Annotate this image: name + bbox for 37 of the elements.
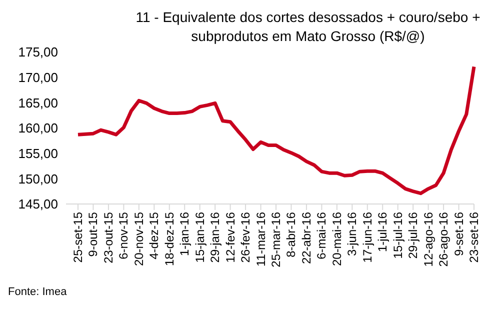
x-tick-label: 6-mai-16 [314, 212, 329, 260]
x-tick-label: 15-jan-16 [192, 212, 207, 263]
chart-title: 11 - Equivalente dos cortes desossados + couro/sebo + subprodutos em Mato Grosso (R$/@) [134, 8, 482, 46]
x-tick-label: 1-jan-16 [178, 212, 192, 256]
y-tick-label: 175,00 [18, 44, 58, 60]
y-tick-label: 165,00 [18, 95, 58, 110]
x-tick-label: 15-jul-16 [390, 212, 405, 259]
x-tick-label: 1-jul-16 [376, 212, 390, 252]
y-tick-label: 150,00 [18, 171, 58, 186]
x-tick-label: 8-abr-16 [284, 212, 298, 258]
y-tick-label: 170,00 [18, 70, 58, 85]
y-tick-label: 160,00 [18, 120, 58, 136]
x-tick-label: 18-dez-15 [162, 212, 176, 266]
x-tick-label: 29-jul-16 [406, 212, 420, 259]
x-tick-label: 23-set-16 [467, 212, 481, 263]
y-tick-label: 145,00 [18, 196, 58, 212]
x-tick-label: 26-fev-16 [238, 212, 253, 263]
x-tick-label: 29-jan-16 [208, 212, 222, 263]
x-tick-label: 4-dez-15 [147, 212, 162, 260]
x-tick-label: 26-ago-16 [436, 212, 451, 267]
y-tick-label: 155,00 [18, 146, 58, 161]
x-tick-label: 12-ago-16 [421, 212, 436, 267]
x-tick-label: 20-mai-16 [330, 212, 344, 266]
x-tick-label: 6-nov-15 [116, 212, 131, 260]
x-tick-label: 3-jun-16 [345, 212, 360, 256]
line-series [76, 64, 476, 196]
x-tick-label: 23-out-15 [101, 212, 116, 264]
x-tick-label: 20-nov-15 [132, 212, 146, 266]
x-tick-label: 11-mar-16 [254, 212, 268, 266]
x-tick-label: 25-set-15 [71, 212, 85, 263]
x-tick-label: 22-abr-16 [299, 212, 314, 264]
x-tick-label: 9-set-16 [452, 212, 466, 256]
source-note: Fonte: Imea [8, 286, 68, 298]
x-tick-label: 9-out-15 [86, 212, 100, 257]
x-tick-label: 17-jun-16 [360, 212, 374, 263]
x-tick-label: 12-fev-16 [223, 212, 238, 263]
x-tick-label: 25-mar-16 [269, 212, 283, 268]
